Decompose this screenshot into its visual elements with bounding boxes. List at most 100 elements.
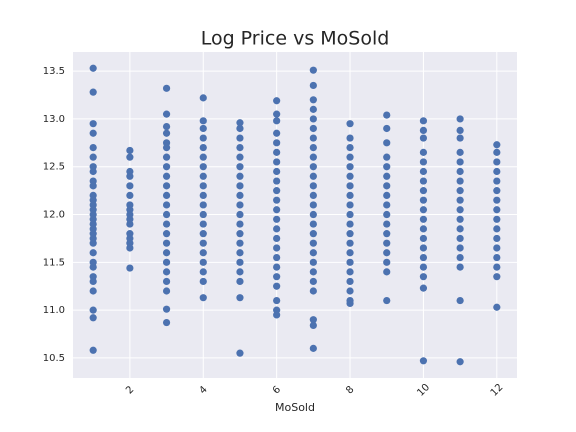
point	[309, 144, 317, 152]
point	[273, 167, 281, 176]
point	[456, 177, 464, 185]
point	[383, 249, 391, 257]
point	[89, 120, 97, 128]
point	[199, 191, 207, 200]
point	[309, 153, 317, 161]
point	[199, 249, 207, 257]
point	[346, 287, 354, 295]
y-tick-label: 10.5	[43, 353, 65, 364]
point	[89, 182, 97, 190]
point	[309, 124, 317, 133]
x-axis-label: MoSold	[275, 401, 315, 414]
point	[126, 172, 134, 180]
point	[383, 201, 391, 209]
point	[236, 277, 244, 286]
point	[199, 220, 207, 228]
point	[493, 273, 501, 281]
point	[493, 263, 501, 271]
point	[236, 124, 244, 133]
point	[273, 187, 281, 195]
point	[89, 306, 97, 314]
point	[89, 167, 97, 176]
point	[236, 134, 244, 142]
point	[346, 153, 354, 161]
point	[236, 153, 244, 161]
point	[162, 153, 171, 161]
point	[493, 234, 501, 243]
marks	[89, 64, 501, 366]
point	[346, 163, 354, 171]
point	[199, 294, 207, 302]
point	[309, 249, 317, 257]
point	[456, 244, 464, 252]
y-tick-label: 12.0	[43, 210, 65, 221]
point	[89, 346, 97, 354]
point	[346, 299, 354, 308]
point	[346, 210, 354, 219]
point	[162, 287, 171, 295]
point	[309, 191, 317, 200]
point	[236, 210, 244, 219]
point	[383, 182, 391, 190]
point	[419, 177, 428, 185]
point	[89, 144, 97, 152]
x-tick-label: 12	[489, 382, 506, 399]
point	[309, 210, 317, 219]
point	[383, 153, 391, 161]
point	[126, 264, 134, 272]
point	[346, 120, 354, 128]
point	[309, 321, 317, 330]
point	[383, 296, 391, 305]
point	[346, 201, 354, 209]
point	[493, 141, 501, 149]
point	[456, 206, 464, 214]
point	[162, 110, 171, 118]
point	[419, 158, 428, 166]
point	[162, 305, 171, 313]
point	[273, 117, 281, 125]
point	[162, 129, 171, 137]
point	[419, 187, 428, 195]
point	[493, 303, 501, 311]
point	[309, 344, 317, 352]
point	[236, 294, 244, 302]
point	[309, 115, 317, 123]
point	[89, 64, 97, 72]
point	[199, 153, 207, 161]
point	[309, 163, 317, 171]
point	[162, 144, 171, 152]
point	[419, 148, 428, 156]
point	[493, 225, 501, 233]
point	[199, 239, 207, 247]
point	[273, 311, 281, 319]
point	[273, 296, 281, 305]
point	[162, 268, 171, 276]
point	[493, 167, 501, 176]
point	[419, 357, 428, 365]
y-tick-label: 13.5	[43, 66, 65, 77]
point	[309, 316, 317, 324]
point	[126, 153, 134, 161]
point	[309, 201, 317, 209]
point	[383, 124, 391, 133]
point	[236, 220, 244, 228]
point	[383, 220, 391, 228]
point	[199, 144, 207, 152]
point	[162, 191, 171, 200]
point	[456, 253, 464, 262]
point	[236, 163, 244, 171]
point	[309, 66, 317, 74]
point	[419, 206, 428, 214]
point	[346, 182, 354, 190]
point	[236, 191, 244, 200]
point	[493, 177, 501, 185]
point	[273, 97, 281, 105]
point	[419, 234, 428, 243]
point	[273, 215, 281, 223]
point	[199, 210, 207, 219]
point	[89, 314, 97, 322]
point	[162, 210, 171, 219]
point	[493, 244, 501, 252]
point	[493, 196, 501, 204]
point	[309, 105, 317, 113]
